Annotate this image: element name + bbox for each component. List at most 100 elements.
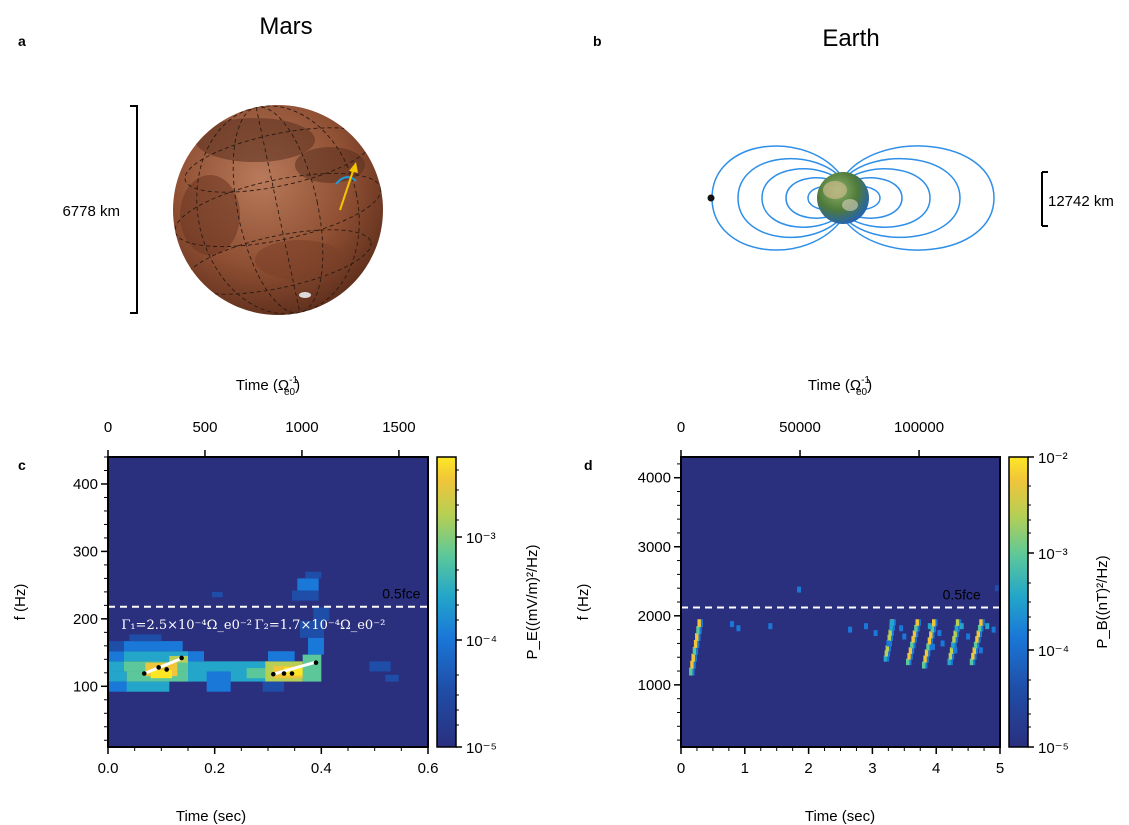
fit-point	[164, 667, 169, 672]
chorus-element	[927, 637, 932, 645]
chorus-element	[692, 646, 697, 655]
fit-point	[179, 655, 184, 661]
chorus-element	[972, 647, 977, 654]
top-x-tick-label: 100000	[894, 419, 944, 436]
panel-d-overlay: 0.5fce	[681, 587, 1000, 609]
speckle	[902, 633, 907, 640]
speckle	[966, 633, 971, 640]
heatmap-cell	[292, 590, 319, 601]
heatmap-cell	[300, 620, 324, 638]
y-tick-label: 400	[73, 476, 98, 493]
speckle	[985, 623, 990, 630]
panel-c-top-axis-label: Time (Ω-1 e0)	[236, 375, 300, 398]
chorus-halo	[890, 634, 893, 641]
speckle	[994, 585, 999, 592]
y-tick-label: 1000	[638, 677, 671, 694]
chorus-element	[979, 619, 983, 626]
chorus-element	[887, 634, 891, 641]
panel-b-letter: b	[593, 33, 602, 49]
chorus-element	[924, 649, 929, 657]
chorus-halo	[693, 660, 696, 669]
chorus-halo	[955, 636, 958, 643]
heatmap-cell	[246, 668, 274, 679]
heatmap-cell	[385, 674, 399, 682]
heatmap-cell	[124, 641, 183, 652]
chorus-element	[971, 652, 975, 660]
speckle	[730, 621, 735, 628]
panel-d-colorbar	[1008, 456, 1029, 748]
panel-c-colorbar	[436, 456, 457, 748]
chorus-halo	[889, 645, 892, 652]
chorus-halo	[980, 630, 983, 638]
y-tick-label: 2000	[638, 608, 671, 625]
top-x-tick-label: 0	[104, 419, 112, 436]
panel-c-colorbar-label: P_E((mV/m)²/Hz)	[524, 545, 541, 660]
chorus-element	[888, 629, 892, 636]
heatmap-cell	[206, 661, 234, 672]
panel-b-title: Earth	[822, 25, 879, 52]
chorus-element	[929, 631, 933, 639]
speckle	[873, 630, 878, 637]
speckle	[864, 623, 869, 630]
cbar-tick-label: 10⁻⁵	[1038, 740, 1069, 757]
chorus-halo	[925, 661, 928, 669]
panel-d-ylabel: f (Hz)	[575, 584, 592, 621]
chorus-element	[953, 630, 957, 638]
speckle	[959, 623, 964, 630]
panel-c-plot-area	[108, 457, 428, 747]
y-tick-label: 300	[73, 543, 98, 560]
mars-wave-arrow	[339, 162, 358, 211]
heatmap-cell	[188, 651, 204, 662]
panel-c-ylabel: f (Hz)	[12, 584, 29, 621]
panel-c-letter: c	[18, 457, 26, 473]
chorus-halo	[891, 629, 894, 636]
top-x-tick-label: 1000	[285, 419, 318, 436]
y-tick-label: 3000	[638, 539, 671, 556]
panel-c-overlay: 0.5fce Γ₁=2.5×10⁻⁴Ω_e0⁻² Γ₂=1.7×10⁻⁴Ω_e0⁻²	[108, 586, 428, 677]
chorus-halo	[700, 619, 703, 628]
chorus-halo	[973, 658, 976, 666]
heatmap-cell	[262, 681, 284, 692]
mars-scale-bar	[130, 105, 138, 314]
chorus-element	[954, 624, 959, 632]
chorus-element	[926, 643, 930, 651]
satellite-point	[707, 194, 715, 202]
chorus-element	[690, 660, 694, 669]
x-tick-label: 5	[996, 760, 1004, 777]
chorus-halo	[697, 639, 700, 648]
panel-c-axes: 0.0 0.2 0.4 0.6 0 500 1000 1500 100 200 300 400	[73, 419, 438, 777]
speckle	[889, 619, 894, 626]
speckle	[940, 640, 945, 647]
panel-d-plot-area	[681, 457, 1000, 747]
x-tick-label: 0.4	[311, 760, 332, 777]
chorus-halo	[978, 636, 981, 643]
chorus-element	[948, 652, 953, 660]
cbar-tick-label: 10⁻⁵	[466, 740, 497, 757]
chorus-halo	[958, 624, 961, 632]
speckle	[991, 626, 996, 633]
chorus-halo	[929, 643, 932, 651]
chorus-halo	[917, 624, 920, 632]
x-tick-label: 2	[804, 760, 812, 777]
chorus-halo	[696, 646, 699, 655]
chorus-element	[695, 633, 699, 641]
mars-scale-label: 6778 km	[62, 203, 120, 220]
chorus-halo	[913, 641, 916, 649]
panel-a-letter: a	[18, 33, 26, 49]
fit-point	[313, 660, 319, 665]
fit-point	[281, 671, 287, 676]
chorus-halo	[916, 630, 919, 638]
chorus-halo	[918, 619, 921, 626]
cbar-tick-label: 10⁻⁴	[1038, 643, 1069, 660]
chorus-halo	[890, 639, 893, 647]
heatmap-cell	[108, 681, 130, 692]
cbar-tick-label: 10⁻²	[1038, 450, 1068, 467]
panel-c-xlabel: Time (sec)	[176, 808, 246, 825]
mars-field-arc	[335, 176, 357, 185]
chorus-element	[977, 624, 982, 632]
top-x-tick-label: 500	[192, 419, 217, 436]
heatmap-cell	[129, 634, 162, 642]
growth-rate-annotation: Γ₁=2.5×10⁻⁴Ω_e0⁻²	[121, 618, 252, 633]
heatmap-cell	[297, 578, 319, 591]
